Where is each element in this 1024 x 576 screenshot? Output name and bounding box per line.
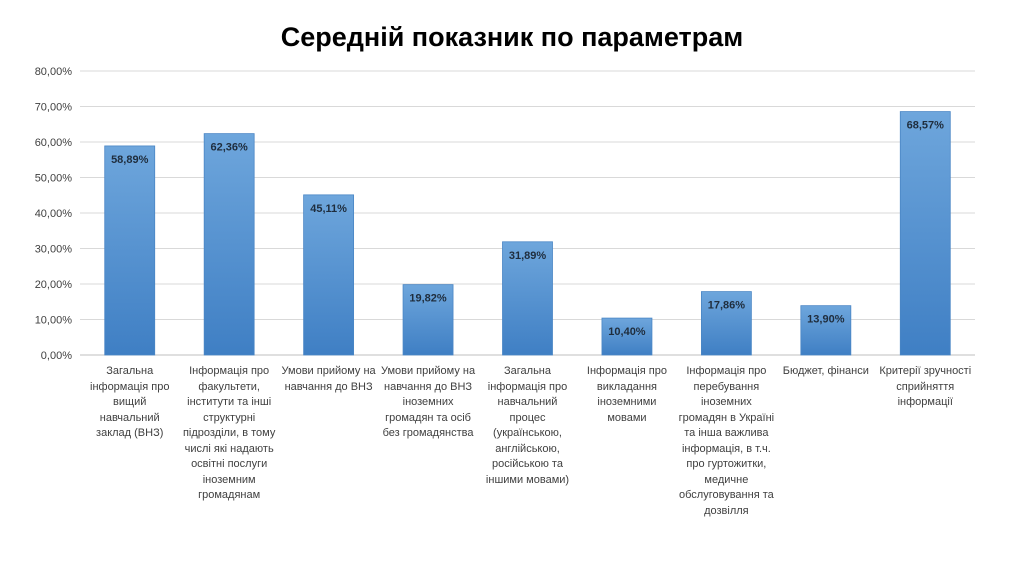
data-label: 31,89% [509, 250, 547, 262]
x-category-label: Умови прийому на навчання до ВНЗ іноземн… [380, 365, 476, 439]
bar [104, 145, 156, 356]
x-category-label: Інформація про викладання іноземними мов… [586, 365, 667, 424]
bar [502, 241, 553, 356]
x-category-label: Умови прийому на навчання до ВНЗ [281, 365, 376, 393]
chart-title: Середній показник по параметрам [280, 22, 744, 52]
bar [601, 317, 653, 356]
y-tick-label: 70,00% [35, 102, 73, 114]
data-label: 19,82% [409, 293, 447, 305]
x-category-label: Бюджет, фінанси [782, 365, 869, 377]
y-axis-tick-labels: 0,00% 10,00% 20,00% 30,00% 40,00% 50,00% 60,00… [35, 66, 73, 362]
x-category-label: Критерії зручності сприйняття інформації [879, 365, 972, 408]
y-tick-label: 80,00% [35, 66, 73, 78]
bar [800, 305, 852, 356]
data-labels: 58,89% 62,36% 45,11% 19,82% 31,89% 10,40% 17,8… [111, 120, 944, 339]
y-tick-label: 50,00% [35, 173, 73, 185]
data-label: 62,36% [211, 142, 249, 154]
x-category-label: Загальна інформація про вищий навчальний… [90, 365, 170, 439]
bar [303, 194, 355, 356]
x-category-label: Загальна інформація про навчальний проце… [485, 365, 570, 486]
y-tick-label: 0,00% [41, 350, 72, 362]
bar [899, 111, 951, 356]
data-label: 58,89% [111, 154, 149, 166]
bar [402, 284, 454, 356]
bars [104, 111, 951, 356]
y-tick-label: 40,00% [35, 208, 73, 220]
bar [203, 133, 255, 356]
data-label: 10,40% [608, 326, 646, 338]
data-label: 17,86% [708, 300, 746, 312]
data-label: 68,57% [907, 120, 945, 132]
bar [700, 291, 752, 356]
y-tick-label: 20,00% [35, 279, 73, 291]
y-tick-label: 30,00% [35, 244, 73, 256]
y-tick-label: 60,00% [35, 137, 73, 149]
x-category-label: Інформація про факультети, інститути та … [182, 365, 276, 501]
data-label: 45,11% [310, 203, 347, 215]
x-category-label: Інформація про перебування іноземних гро… [678, 365, 775, 517]
y-tick-label: 10,00% [35, 315, 73, 327]
data-label: 13,90% [807, 314, 845, 326]
